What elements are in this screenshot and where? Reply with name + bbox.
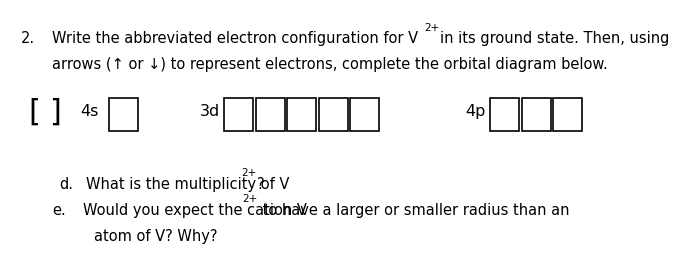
Text: e.: e.: [52, 203, 66, 218]
Text: ?: ?: [257, 177, 265, 192]
Text: 2.: 2.: [21, 31, 35, 46]
Text: 4p: 4p: [466, 104, 486, 119]
Text: ]: ]: [49, 97, 61, 126]
Text: 2+: 2+: [241, 168, 257, 178]
Text: d.: d.: [60, 177, 74, 192]
Text: What is the multiplicity of V: What is the multiplicity of V: [86, 177, 290, 192]
Text: Write the abbreviated electron configuration for V: Write the abbreviated electron configura…: [52, 31, 419, 46]
Text: atom of V? Why?: atom of V? Why?: [94, 229, 218, 244]
Text: in its ground state. Then, using: in its ground state. Then, using: [440, 31, 669, 46]
Text: 4s: 4s: [80, 104, 99, 119]
Text: Would you expect the cation V: Would you expect the cation V: [83, 203, 307, 218]
Text: 3d: 3d: [199, 104, 220, 119]
Text: 2+: 2+: [424, 23, 440, 33]
Text: to have a larger or smaller radius than an: to have a larger or smaller radius than …: [258, 203, 569, 218]
Text: arrows (↑ or ↓) to represent electrons, complete the orbital diagram below.: arrows (↑ or ↓) to represent electrons, …: [52, 57, 608, 71]
Text: 2+: 2+: [242, 194, 258, 204]
Text: [: [: [28, 97, 40, 126]
